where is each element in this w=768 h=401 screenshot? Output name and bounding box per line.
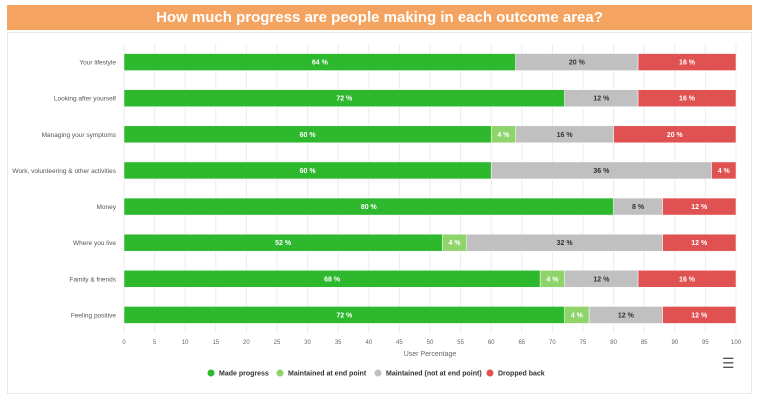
x-tick-label: 85 xyxy=(641,340,648,346)
legend-item[interactable]: Maintained (not at end point) xyxy=(386,371,482,378)
x-tick-label: 60 xyxy=(488,340,495,346)
data-label: 60 % xyxy=(300,168,317,175)
category-label: Managing your symptoms xyxy=(42,132,117,139)
data-label: 72 % xyxy=(336,312,353,319)
data-label: 16 % xyxy=(679,60,696,67)
x-tick-label: 20 xyxy=(243,340,250,346)
data-label: 4 % xyxy=(571,312,584,319)
data-label: 52 % xyxy=(275,240,292,247)
data-label: 20 % xyxy=(667,132,684,139)
x-tick-label: 50 xyxy=(427,340,434,346)
legend-marker xyxy=(276,369,284,377)
chart-title: How much progress are people making in e… xyxy=(7,5,752,30)
category-label: Where you live xyxy=(73,240,116,247)
x-tick-label: 65 xyxy=(518,340,525,346)
x-tick-label: 5 xyxy=(153,340,157,346)
data-label: 8 % xyxy=(632,204,645,211)
category-label: Family & friends xyxy=(69,276,116,283)
x-tick-label: 100 xyxy=(731,340,742,346)
bar-segment xyxy=(637,270,737,288)
bar-segment xyxy=(613,125,737,144)
data-label: 12 % xyxy=(593,276,610,283)
data-label: 12 % xyxy=(691,240,708,247)
x-tick-label: 55 xyxy=(457,340,464,346)
x-tick-label: 95 xyxy=(702,340,709,346)
x-tick-label: 25 xyxy=(274,340,281,346)
legend-item[interactable]: Maintained at end point xyxy=(288,371,367,378)
bar-segment xyxy=(637,89,737,107)
chart-panel xyxy=(7,32,752,394)
legend-marker xyxy=(374,369,382,377)
bar-segment xyxy=(662,233,737,252)
category-label: Your lifestyle xyxy=(79,60,116,67)
bar-segment xyxy=(711,161,737,180)
hamburger-menu-icon[interactable]: ☰ xyxy=(722,355,735,371)
data-label: 16 % xyxy=(679,96,696,103)
category-label: Work, volunteering & other activities xyxy=(12,168,116,175)
data-label: 12 % xyxy=(691,312,708,319)
data-label: 4 % xyxy=(497,132,510,139)
bar-segment xyxy=(637,53,737,71)
x-tick-label: 30 xyxy=(304,340,311,346)
data-label: 4 % xyxy=(448,240,461,247)
x-tick-label: 90 xyxy=(671,340,678,346)
x-tick-label: 40 xyxy=(365,340,372,346)
legend-item[interactable]: Made progress xyxy=(219,371,269,378)
data-label: 12 % xyxy=(593,96,610,103)
x-tick-label: 35 xyxy=(335,340,342,346)
data-label: 16 % xyxy=(557,132,574,139)
data-label: 36 % xyxy=(593,168,610,175)
x-tick-label: 80 xyxy=(610,340,617,346)
data-label: 16 % xyxy=(679,276,696,283)
x-axis-title: User Percentage xyxy=(404,351,457,358)
x-tick-label: 70 xyxy=(549,340,556,346)
legend-item[interactable]: Dropped back xyxy=(498,371,545,378)
bar-segment xyxy=(662,197,737,216)
data-label: 60 % xyxy=(300,132,317,139)
bar-segment xyxy=(662,306,737,324)
category-label: Feeling positive xyxy=(71,312,117,319)
x-tick-label: 0 xyxy=(122,340,126,346)
data-label: 4 % xyxy=(546,276,559,283)
data-label: 68 % xyxy=(324,276,341,283)
category-label: Looking after yourself xyxy=(54,96,116,103)
data-label: 64 % xyxy=(312,60,329,67)
data-label: 80 % xyxy=(361,204,378,211)
data-label: 20 % xyxy=(569,60,586,67)
category-label: Money xyxy=(96,204,116,211)
x-tick-label: 10 xyxy=(182,340,189,346)
legend-marker xyxy=(486,369,494,377)
data-label: 4 % xyxy=(718,168,731,175)
x-tick-label: 75 xyxy=(580,340,587,346)
data-label: 72 % xyxy=(336,96,353,103)
data-label: 32 % xyxy=(557,240,574,247)
x-tick-label: 15 xyxy=(212,340,219,346)
legend-marker xyxy=(207,369,215,377)
data-label: 12 % xyxy=(691,204,708,211)
data-label: 12 % xyxy=(618,312,635,319)
x-tick-label: 45 xyxy=(396,340,403,346)
